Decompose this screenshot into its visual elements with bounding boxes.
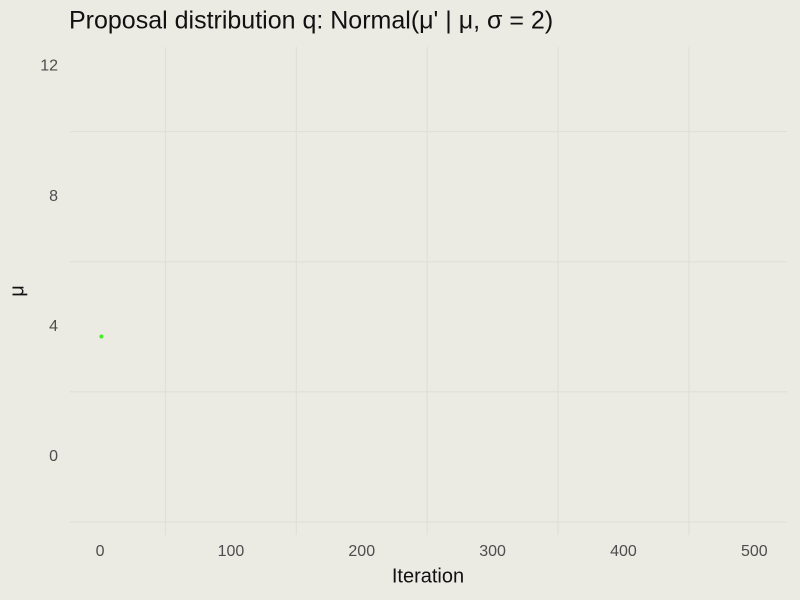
- x-tick-label: 100: [218, 543, 245, 560]
- x-tick-label: 500: [741, 543, 768, 560]
- chart-title: Proposal distribution q: Normal(μ' | μ, …: [69, 7, 553, 35]
- x-tick-label: 200: [348, 543, 375, 560]
- y-tick-label: 0: [49, 448, 58, 465]
- y-axis-label: μ: [6, 285, 28, 297]
- x-axis-label: Iteration: [392, 565, 464, 587]
- x-tick-label: 300: [479, 543, 506, 560]
- y-tick-label: 12: [40, 58, 58, 75]
- y-tick-label: 4: [49, 318, 58, 335]
- x-tick-label: 400: [610, 543, 637, 560]
- point: [99, 334, 104, 339]
- x-tick-label: 0: [96, 543, 105, 560]
- y-tick-label: 8: [49, 188, 58, 205]
